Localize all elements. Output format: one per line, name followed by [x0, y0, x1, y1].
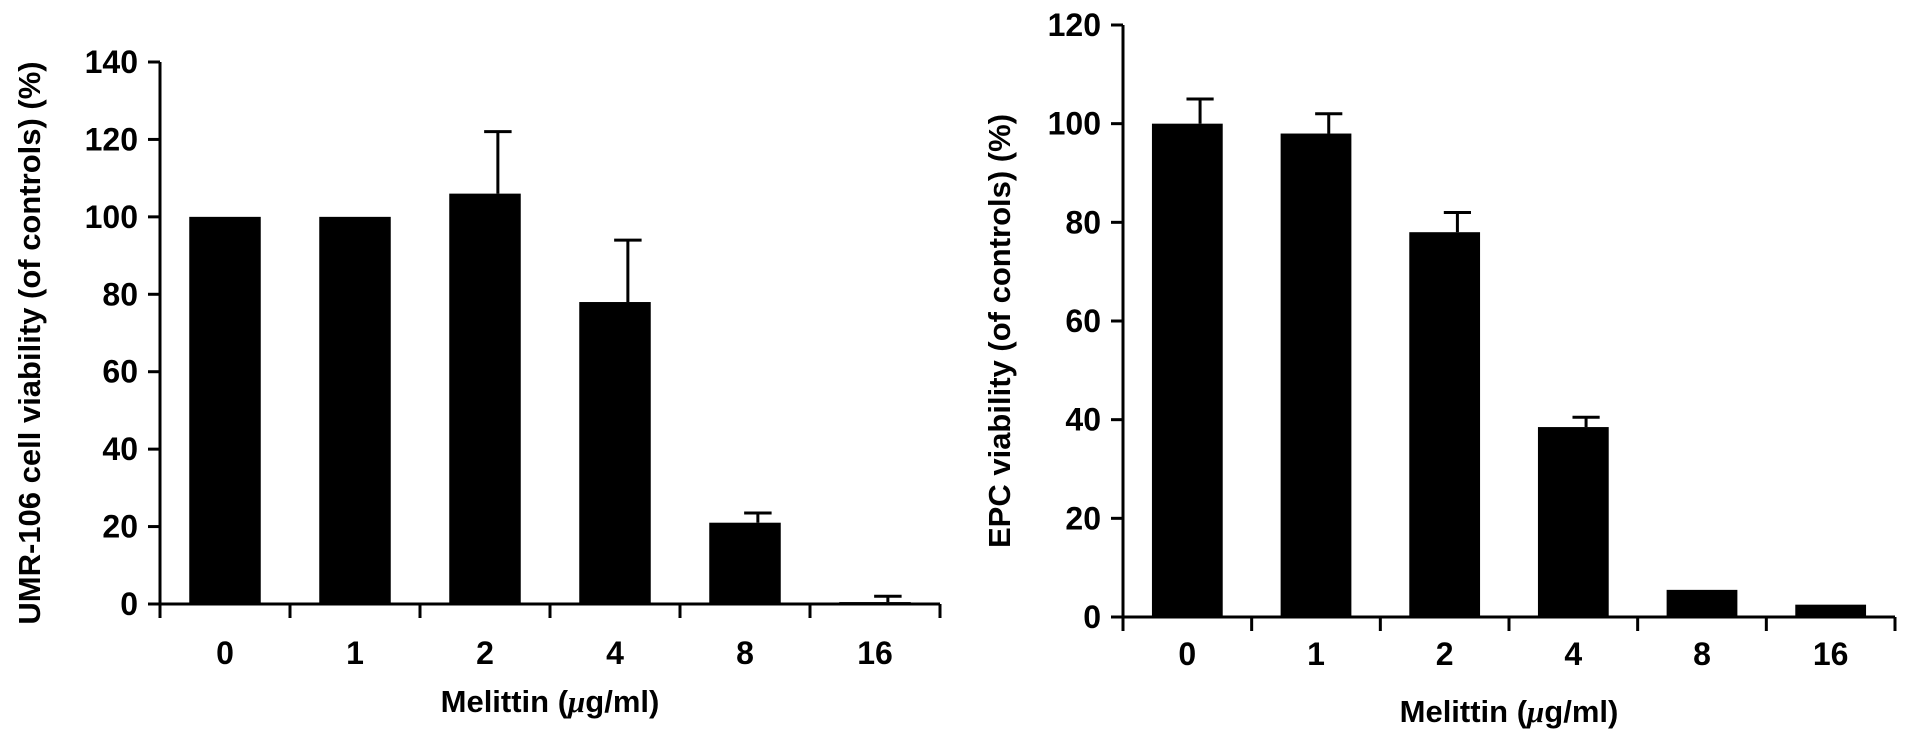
bar-8: [1666, 589, 1738, 617]
y-tick-label: 0: [120, 586, 138, 622]
chart-epc-viability: 0 20 40 60 80 100 120 0 1 2 4 8 16 Melittin (μg/ml) EP…: [982, 7, 1897, 729]
x-tick-label-4: 4: [1564, 636, 1582, 672]
y-tick-label: 120: [85, 121, 138, 157]
y-tick-label: 20: [102, 509, 138, 545]
y-tick-label: 40: [102, 431, 138, 467]
bar-4: [579, 302, 651, 604]
bar-2: [449, 193, 521, 604]
y-tick-label: 60: [102, 354, 138, 390]
x-tick-label-1: 1: [1307, 636, 1325, 672]
x-tick-label-4: 4: [606, 635, 624, 671]
y-tick-label: 140: [85, 44, 138, 80]
y-tick-label: 60: [1065, 303, 1101, 339]
bar-0: [189, 216, 261, 604]
x-tick-label-1: 1: [346, 635, 364, 671]
y-tick-label: 120: [1048, 7, 1101, 43]
chart-umr106-viability: 0 20 40 60 80 100 120 140 0 1 2 4 8 16 Melittin (μg/ml…: [12, 44, 942, 719]
bar-2: [1409, 232, 1481, 617]
x-tick-label-8: 8: [736, 635, 754, 671]
y-tick-label: 40: [1065, 402, 1101, 438]
y-tick-label: 0: [1083, 599, 1101, 635]
x-axis-title: Melittin (μg/ml): [441, 684, 660, 719]
x-tick-label-0: 0: [1178, 636, 1196, 672]
y-tick-label: 80: [1065, 204, 1101, 240]
bar-4: [1537, 427, 1609, 617]
y-tick-label: 100: [85, 199, 138, 235]
bar-8: [709, 522, 781, 604]
bar-16: [839, 602, 911, 604]
bar-1: [319, 216, 391, 604]
bar-16: [1795, 604, 1867, 617]
y-axis-title: EPC viability (of controls) (%): [982, 114, 1017, 548]
x-tick-label-16: 16: [1813, 636, 1849, 672]
y-tick-label: 100: [1048, 106, 1101, 142]
x-tick-label-16: 16: [857, 635, 893, 671]
bar-0: [1151, 123, 1223, 618]
y-tick-label: 20: [1065, 500, 1101, 536]
y-tick-label: 80: [102, 276, 138, 312]
y-axis-title: UMR-106 cell viability (of controls) (%): [12, 61, 47, 624]
x-tick-label-8: 8: [1693, 636, 1711, 672]
x-axis-title: Melittin (μg/ml): [1400, 694, 1619, 729]
x-tick-label-2: 2: [1436, 636, 1454, 672]
x-tick-label-0: 0: [216, 635, 234, 671]
x-tick-label-2: 2: [476, 635, 494, 671]
bar-1: [1280, 133, 1352, 618]
